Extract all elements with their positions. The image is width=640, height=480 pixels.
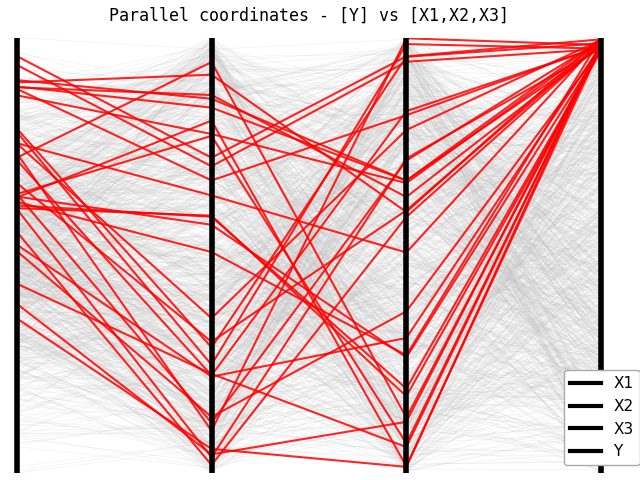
Title: Parallel coordinates - [Y] vs [X1,X2,X3]: Parallel coordinates - [Y] vs [X1,X2,X3] <box>109 7 509 25</box>
Legend: X1, X2, X3, Y: X1, X2, X3, Y <box>564 370 639 466</box>
